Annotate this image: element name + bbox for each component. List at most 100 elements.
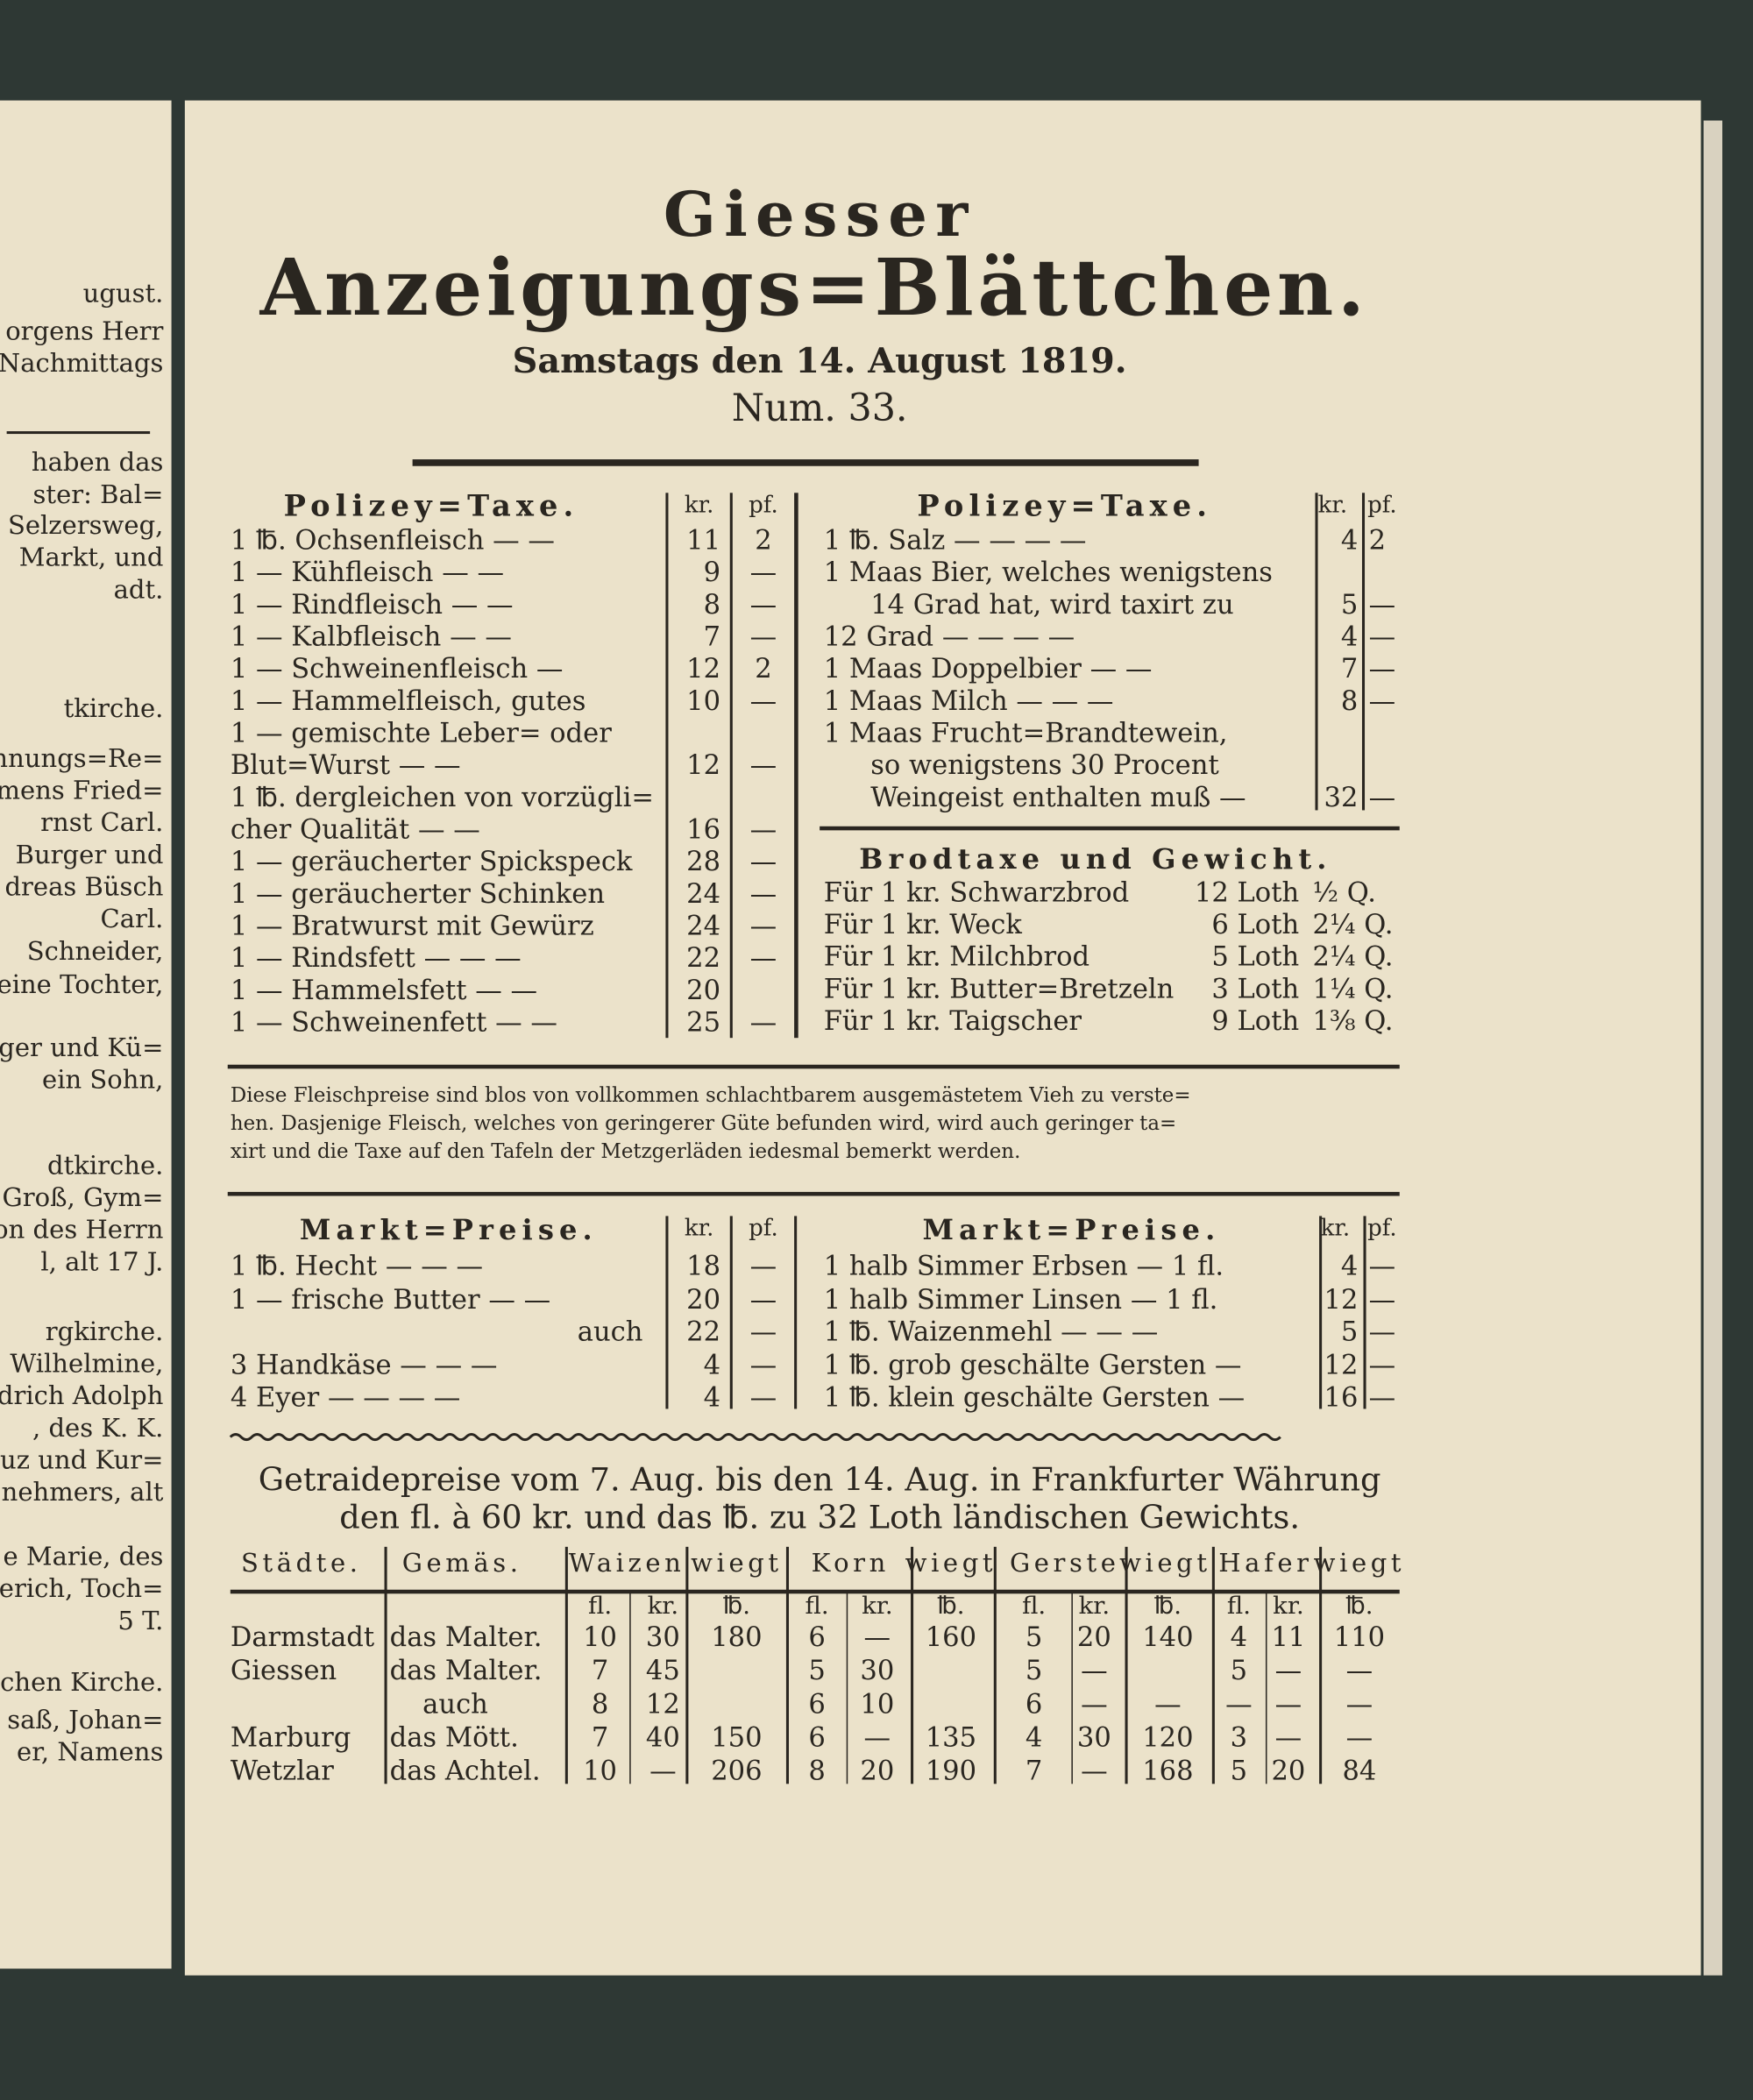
left-page-line: mens Fried=	[0, 776, 164, 806]
weight-quentchen: ½ Q.	[1312, 876, 1377, 908]
column-subheader: ℔.	[937, 1592, 965, 1621]
column-subheader: kr.	[647, 1592, 679, 1621]
left-page	[0, 100, 172, 1969]
rule	[629, 1591, 631, 1784]
price-kr: 20	[686, 973, 721, 1006]
column-header: pf.	[749, 1215, 778, 1243]
grain-cell: 10	[860, 1687, 895, 1720]
price-pf: —	[749, 941, 777, 974]
price-pf: —	[749, 1347, 777, 1380]
grain-cell: 30	[860, 1654, 895, 1686]
city: Giessen	[230, 1654, 337, 1686]
item: 1 — Hammelfleisch, gutes	[230, 684, 586, 717]
rule	[794, 493, 798, 1039]
column-subheader: fl.	[1226, 1592, 1251, 1621]
rule	[729, 493, 733, 1039]
grain-cell: —	[1081, 1754, 1108, 1787]
grain-cell: 8	[591, 1687, 609, 1720]
item: 1 ℔. klein geschälte Gersten —	[823, 1380, 1246, 1414]
rule	[1211, 1546, 1215, 1784]
grain-cell: 5	[1025, 1654, 1043, 1686]
item: 1 — Schweinenfett — —	[230, 1005, 557, 1039]
left-page-line: chen Kirche.	[0, 1668, 164, 1698]
left-page-line: , des K. K.	[32, 1413, 164, 1444]
price-kr: 10	[686, 684, 721, 717]
price-kr: 12	[686, 748, 721, 781]
item: 1 — frische Butter — —	[230, 1282, 551, 1315]
grain-cell: 20	[860, 1754, 895, 1787]
price-pf: —	[749, 556, 777, 588]
left-page-line: rnst Carl.	[40, 808, 164, 838]
price-kr: 8	[703, 587, 721, 621]
price-kr: 32	[1324, 780, 1359, 813]
grain-cell: 6	[808, 1687, 826, 1720]
grain-cell: 30	[645, 1620, 680, 1653]
price-kr: 4	[703, 1380, 721, 1414]
item: 1 Maas Doppelbier — —	[823, 652, 1153, 685]
grain-cell: 7	[591, 1654, 609, 1686]
item: 1 — Rindfleisch — —	[230, 587, 514, 621]
price-kr: 12	[1324, 1347, 1359, 1380]
issue-number: Num. 33.	[731, 386, 908, 430]
column-header: kr.	[684, 1215, 714, 1243]
price-kr: 5	[1340, 1315, 1359, 1348]
item: 1 ℔. grob geschälte Gersten —	[823, 1347, 1242, 1380]
price-kr: 28	[686, 845, 721, 877]
item: 1 — gemischte Leber= oder	[230, 716, 612, 749]
price-kr: 7	[703, 620, 721, 653]
rule	[820, 826, 1400, 831]
note-line: hen. Dasjenige Fleisch, welches von geri…	[230, 1110, 1177, 1135]
section-heading: Markt=Preise.	[299, 1212, 598, 1246]
intro-line: den fl. à 60 kr. und das ℔. zu 32 Loth l…	[339, 1498, 1301, 1536]
rule	[846, 1591, 848, 1784]
price-pf: —	[1368, 1249, 1396, 1282]
column-subheader: fl.	[1022, 1592, 1047, 1621]
grain-cell: —	[1081, 1687, 1108, 1720]
rule	[794, 1216, 798, 1409]
grain-cell: 206	[711, 1754, 763, 1787]
left-page-line: haben das	[31, 448, 164, 478]
price-kr: 8	[1340, 684, 1359, 717]
item: Für 1 kr. Weck	[823, 907, 1022, 940]
left-page-line: nehmers, alt	[1, 1478, 164, 1508]
item: 14 Grad hat, wird taxirt zu	[870, 587, 1234, 621]
grain-cell: 7	[591, 1720, 609, 1754]
section-heading: Polizey=Taxe.	[283, 488, 579, 524]
price-pf: —	[1368, 780, 1396, 813]
grain-cell: 6	[1025, 1687, 1043, 1720]
grain-cell: 5	[1230, 1654, 1248, 1686]
left-page-line: erich, Toch=	[0, 1574, 164, 1604]
rule	[6, 431, 151, 435]
rule	[911, 1546, 914, 1784]
item: Für 1 kr. Milchbrod	[823, 940, 1090, 973]
intro-line: Getraidepreise vom 7. Aug. bis den 14. A…	[258, 1461, 1381, 1499]
price-pf: —	[749, 1249, 777, 1282]
left-page-line: 5 T.	[117, 1606, 164, 1636]
left-page-line: ster: Bal=	[32, 479, 164, 510]
item: auch	[577, 1315, 643, 1348]
price-kr: 11	[686, 523, 721, 557]
grain-cell: 168	[1142, 1754, 1194, 1787]
column-header: Städte.	[240, 1549, 362, 1579]
price-pf: 2	[755, 523, 772, 557]
rule	[1361, 493, 1366, 811]
rule	[665, 493, 669, 1039]
price-pf: —	[1368, 1380, 1396, 1414]
rule	[384, 1546, 387, 1784]
item: 1 halb Simmer Erbsen — 1 fl.	[823, 1249, 1224, 1282]
price-pf: —	[1368, 1347, 1396, 1380]
column-header: wiegt	[691, 1549, 783, 1579]
column-subheader: kr.	[1078, 1592, 1111, 1621]
grain-cell: 40	[645, 1720, 680, 1754]
masthead-subtitle: Anzeigungs=Blättchen.	[259, 242, 1369, 334]
grain-cell: 8	[808, 1754, 826, 1787]
column-header: pf.	[749, 492, 778, 520]
note-line: Diese Fleischpreise sind blos von vollko…	[230, 1082, 1191, 1107]
item: 12 Grad — — — —	[823, 620, 1075, 653]
price-pf: 2	[1368, 523, 1387, 557]
item: 1 — Kühfleisch — —	[230, 556, 505, 588]
column-subheader: kr.	[1273, 1592, 1304, 1621]
weight-loth: 6 Loth	[1211, 907, 1300, 940]
price-pf: —	[749, 845, 777, 877]
